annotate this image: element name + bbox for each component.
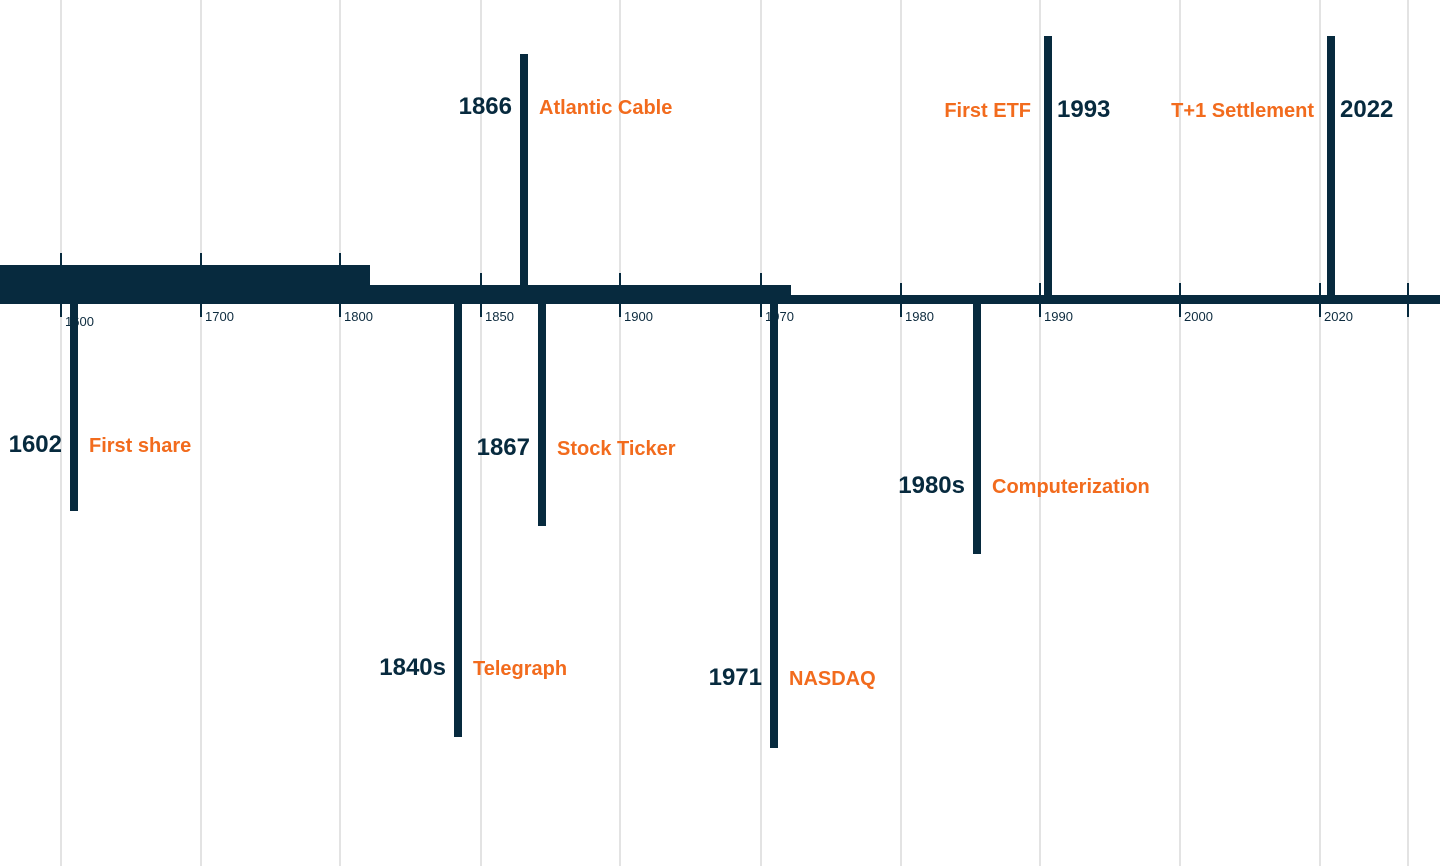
event-year-label: 2022: [1340, 96, 1393, 123]
timeline-axis: [0, 265, 1440, 304]
axis-segment-thick: [0, 265, 370, 304]
tick-label: 1600: [65, 314, 94, 329]
event-first-share: 1602 First share: [9, 304, 191, 511]
event-t-1-settlement: 2022 T+1 Settlement: [1171, 36, 1393, 295]
axis-segment-medium: [370, 285, 791, 304]
event-name-label: First share: [89, 435, 191, 457]
tick-label: 2000: [1184, 309, 1213, 324]
event-nasdaq: 1971 NASDAQ: [709, 304, 876, 748]
event-year-label: 1866: [459, 93, 512, 120]
event-name-label: Stock Ticker: [557, 438, 676, 460]
event-name-label: Atlantic Cable: [539, 97, 672, 119]
event-atlantic-cable: 1866 Atlantic Cable: [459, 54, 672, 285]
timeline-events: 1602 First share 1840s Telegraph 1866 Atlanti…: [9, 36, 1393, 748]
gridlines: [60, 0, 1409, 866]
event-year-label: 1980s: [898, 472, 965, 499]
tick-label: 1850: [485, 309, 514, 324]
event-year-label: 1602: [9, 431, 62, 458]
tick-label: 1900: [624, 309, 653, 324]
tick-label: 1980: [905, 309, 934, 324]
event-name-label: NASDAQ: [789, 668, 876, 690]
event-first-etf: 1993 First ETF: [944, 36, 1110, 295]
event-telegraph: 1840s Telegraph: [379, 304, 567, 737]
event-name-label: Computerization: [992, 476, 1150, 498]
tick-label: 1800: [344, 309, 373, 324]
tick-label: 1700: [205, 309, 234, 324]
tick-label: 1990: [1044, 309, 1073, 324]
event-stock-ticker: 1867 Stock Ticker: [477, 304, 676, 526]
event-year-label: 1971: [709, 664, 762, 691]
event-year-label: 1993: [1057, 96, 1110, 123]
tick-label: 1970: [765, 309, 794, 324]
axis-segment-thin: [791, 295, 1440, 304]
event-computerization: 1980s Computerization: [898, 304, 1150, 554]
event-name-label: First ETF: [944, 100, 1031, 122]
event-name-label: T+1 Settlement: [1171, 100, 1314, 122]
event-name-label: Telegraph: [473, 658, 567, 680]
tick-label: 2020: [1324, 309, 1353, 324]
event-year-label: 1840s: [379, 654, 446, 681]
event-year-label: 1867: [477, 434, 530, 461]
